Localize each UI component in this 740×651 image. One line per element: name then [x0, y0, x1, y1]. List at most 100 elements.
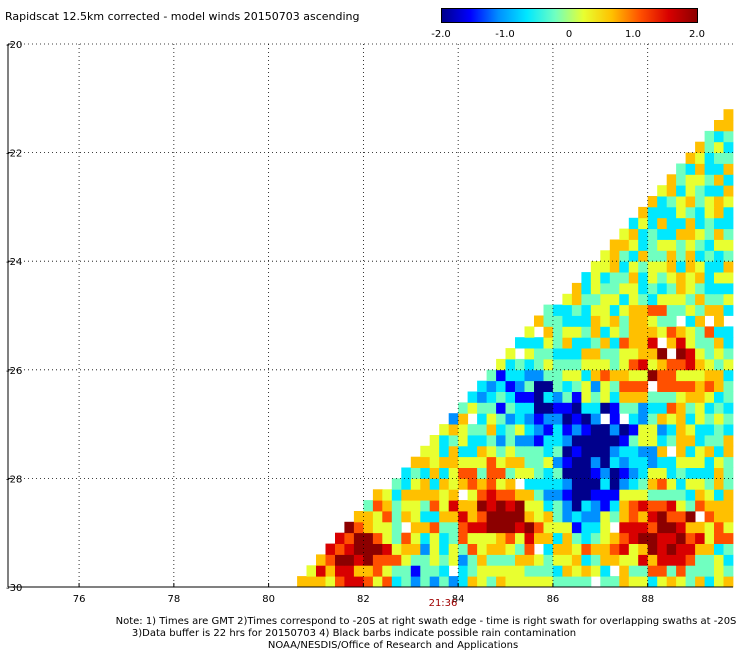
heatmap-cell [723, 369, 734, 382]
heatmap-cell [685, 272, 696, 284]
heatmap-cell [723, 543, 734, 555]
heatmap-cell [695, 456, 705, 468]
heatmap-cell [695, 163, 705, 175]
heatmap-cell [581, 337, 592, 349]
heatmap-cell [477, 500, 487, 512]
y-tick-label: -24 [6, 257, 22, 268]
heatmap-cell [448, 576, 459, 588]
heatmap-cell [647, 489, 658, 501]
heatmap-cell [562, 391, 573, 403]
heatmap-cell [666, 228, 677, 240]
heatmap-cell [448, 500, 459, 512]
heatmap-cell [695, 152, 705, 164]
heatmap-cell [628, 217, 639, 230]
heatmap-cell [638, 217, 649, 230]
heatmap-cell [638, 228, 649, 240]
heatmap-cell [571, 282, 582, 295]
heatmap-cell [657, 456, 668, 468]
heatmap-cell [600, 543, 611, 555]
heatmap-cell [429, 467, 440, 479]
heatmap-cell [515, 369, 525, 382]
heatmap-cell [619, 543, 630, 555]
heatmap-cell [477, 554, 487, 566]
heatmap-cell [685, 174, 696, 186]
heatmap-cell [638, 532, 649, 544]
heatmap-cell [477, 478, 487, 490]
heatmap-cell [638, 272, 649, 284]
heatmap-cell [552, 456, 563, 468]
heatmap-cell [515, 532, 525, 544]
heatmap-cell [486, 467, 497, 479]
heatmap-cell [628, 391, 639, 403]
heatmap-cell [695, 478, 705, 490]
heatmap-cell [704, 489, 715, 501]
heatmap-cell [676, 554, 686, 566]
heatmap-cell [609, 326, 620, 338]
y-tick-label: -28 [6, 474, 22, 485]
heatmap-cell [704, 380, 715, 392]
heatmap-cell [723, 391, 734, 403]
heatmap-cell [609, 369, 620, 382]
heatmap-cell [353, 543, 364, 555]
heatmap-cell [657, 467, 668, 479]
heatmap-cell [581, 435, 592, 447]
heatmap-cell [534, 424, 544, 436]
heatmap-cell [676, 272, 686, 284]
heatmap-cell [391, 500, 402, 512]
heatmap-cell [628, 445, 639, 458]
heatmap-cell [714, 456, 724, 468]
heatmap-cell [600, 489, 611, 501]
heatmap-cell [714, 185, 724, 197]
heatmap-cell [477, 391, 487, 403]
heatmap-cell [581, 554, 592, 566]
heatmap-cell [372, 565, 383, 577]
heatmap-cell [695, 380, 705, 392]
heatmap-cell [552, 532, 563, 544]
heatmap-cell [695, 500, 705, 512]
heatmap-cell [619, 456, 630, 468]
heatmap-cell [420, 532, 431, 544]
heatmap-cell [723, 261, 734, 273]
heatmap-cell [714, 348, 724, 360]
heatmap-cell [628, 456, 639, 468]
heatmap-cell [714, 521, 724, 534]
heatmap-cell [695, 532, 705, 544]
heatmap-cell [704, 445, 715, 458]
heatmap-cell [685, 261, 696, 273]
heatmap-cell [590, 500, 601, 512]
heatmap-cell [543, 315, 554, 327]
heatmap-cell [524, 369, 535, 382]
heatmap-cell [619, 565, 630, 577]
heatmap-cell [647, 250, 658, 262]
heatmap-cell [609, 478, 620, 490]
heatmap-cell [562, 467, 573, 479]
heatmap-cell [666, 413, 677, 425]
heatmap-cell [676, 565, 686, 577]
heatmap-cell [448, 532, 459, 544]
heatmap-cell [714, 413, 724, 425]
heatmap-cell [391, 532, 402, 544]
heatmap-cell [657, 478, 668, 490]
heatmap-cell [600, 250, 611, 262]
heatmap-cell [410, 478, 421, 490]
heatmap-cell [534, 489, 544, 501]
heatmap-cell [552, 358, 563, 371]
heatmap-cell [600, 293, 611, 306]
heatmap-cell [477, 532, 487, 544]
heatmap-cell [704, 500, 715, 512]
heatmap-cell [581, 478, 592, 490]
heatmap-cell [496, 543, 506, 555]
heatmap-cell [657, 358, 668, 371]
heatmap-cell [676, 250, 686, 262]
heatmap-cell [695, 489, 705, 501]
heatmap-cell [439, 489, 450, 501]
heatmap-cell [458, 478, 469, 490]
heatmap-cell [628, 511, 639, 523]
heatmap-cell [571, 456, 582, 468]
heatmap-cell [562, 511, 573, 523]
heatmap-cell [552, 478, 563, 490]
heatmap-cell [590, 467, 601, 479]
heatmap-cell [676, 489, 686, 501]
heatmap-cell [581, 304, 592, 316]
heatmap-cell [534, 511, 544, 523]
